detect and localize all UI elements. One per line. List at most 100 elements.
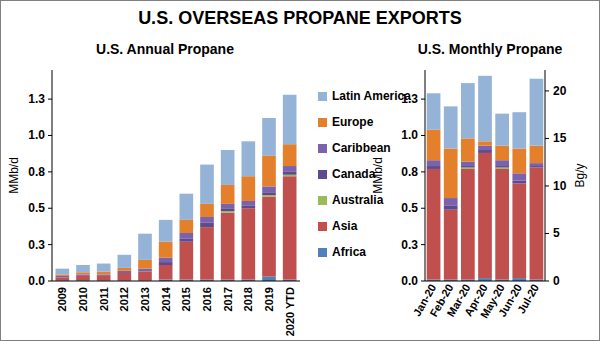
bar-segment — [461, 138, 475, 161]
y-tick — [421, 171, 425, 172]
bar-segment — [530, 167, 544, 168]
bar-segment — [530, 146, 544, 163]
bar-segment — [180, 239, 194, 242]
bar-segment — [118, 255, 132, 268]
bar-segment — [76, 275, 90, 276]
bar-segment — [200, 227, 214, 279]
bar-segment — [200, 223, 214, 227]
y-axis — [52, 70, 53, 281]
bar-segment — [56, 277, 70, 278]
bar-segment — [262, 118, 276, 156]
bar-segment — [180, 220, 194, 233]
legend-swatch — [318, 118, 327, 127]
y-tick — [421, 208, 425, 209]
bar-segment — [512, 149, 526, 174]
legend-label: Latin America — [332, 89, 411, 103]
bar-segment — [200, 204, 214, 217]
bar-segment — [461, 166, 475, 167]
legend-swatch — [318, 196, 327, 205]
legend: Latin AmericaEuropeCaribbeanCanadaAustra… — [318, 89, 411, 259]
bar-segment — [478, 153, 492, 278]
x-axis — [52, 281, 300, 282]
bar-segment — [495, 160, 509, 166]
bar-segment — [56, 274, 70, 275]
bar-segment — [221, 213, 235, 280]
bar-segment — [242, 201, 256, 205]
bar-segment — [56, 277, 70, 280]
y-tick — [421, 244, 425, 245]
y2-tick — [545, 281, 549, 282]
x-tick-label: 2018 — [242, 287, 254, 311]
bar-segment — [444, 210, 458, 280]
bar-segment — [118, 271, 132, 273]
bar-segment — [56, 269, 70, 275]
y-axis-label: MMb/d — [7, 157, 21, 194]
bar-segment — [427, 166, 441, 169]
y-tick-label: 0.5 — [401, 201, 418, 215]
y-tick-label: 0.5 — [28, 201, 45, 215]
bar-segment — [262, 197, 276, 277]
y2-tick — [545, 90, 549, 91]
bar-segment — [478, 76, 492, 141]
bar-segment — [427, 160, 441, 166]
bar-segment — [512, 173, 526, 180]
x-tick-label: 2009 — [56, 287, 68, 311]
bar-segment — [262, 195, 276, 196]
bar-segment — [56, 277, 70, 278]
bar-segment — [76, 276, 90, 280]
bar-segment — [530, 166, 544, 167]
y2-tick-label: 0 — [553, 274, 560, 288]
bar-segment — [262, 186, 276, 192]
bar-segment — [138, 234, 152, 260]
bar-segment — [118, 273, 132, 280]
x-tick-label: 2011 — [98, 287, 110, 311]
x-tick-label: 2017 — [222, 287, 234, 311]
bar-segment — [76, 272, 90, 274]
bar-segment — [530, 167, 544, 279]
bar-segment — [180, 242, 194, 280]
legend-label: Caribbean — [332, 141, 391, 155]
bar-segment — [444, 198, 458, 205]
bar-segment — [76, 274, 90, 275]
bar-segment — [478, 146, 492, 150]
bar-segment — [242, 141, 256, 176]
bar-segment — [200, 217, 214, 223]
y-axis-label: MMb/d — [371, 157, 385, 194]
bar-segment — [283, 166, 297, 172]
chart-1: U.S. Monthly Propane0.00.30.50.81.01.3MM… — [371, 41, 587, 320]
y-tick — [48, 99, 52, 100]
bar-segment — [97, 272, 111, 275]
y-tick-label: 1.3 — [401, 92, 418, 106]
bar-segment — [97, 264, 111, 272]
bar-segment — [56, 276, 70, 277]
y-tick — [48, 208, 52, 209]
chart-title: U.S. Annual Propane — [96, 41, 234, 57]
y-tick-label: 0.8 — [28, 165, 45, 179]
legend-swatch — [318, 222, 327, 231]
y2-tick-label: 5 — [553, 226, 560, 240]
legend-label: Canada — [332, 167, 376, 181]
bar-segment — [427, 169, 441, 280]
x-tick-label: 2010 — [77, 287, 89, 311]
y2-tick-label: 10 — [553, 179, 567, 193]
bar-segment — [444, 205, 458, 209]
bar-segment — [512, 181, 526, 184]
bar-segment — [495, 166, 509, 167]
bar-segment — [221, 208, 235, 211]
bar-segment — [283, 172, 297, 175]
bar-segment — [262, 277, 276, 281]
bar-segment — [76, 275, 90, 276]
legend-label: Australia — [332, 193, 384, 207]
y2-tick-label: 15 — [553, 131, 567, 145]
bar-segment — [262, 192, 276, 195]
legend-label: Africa — [332, 245, 366, 259]
bar-segment — [242, 208, 256, 279]
y-tick-label: 0.3 — [401, 238, 418, 252]
y-tick — [48, 171, 52, 172]
bar-segment — [495, 114, 509, 146]
bar-segment — [221, 211, 235, 212]
legend-swatch — [318, 248, 327, 257]
y-tick — [48, 135, 52, 136]
bar-segment — [283, 176, 297, 279]
y-tick — [421, 135, 425, 136]
